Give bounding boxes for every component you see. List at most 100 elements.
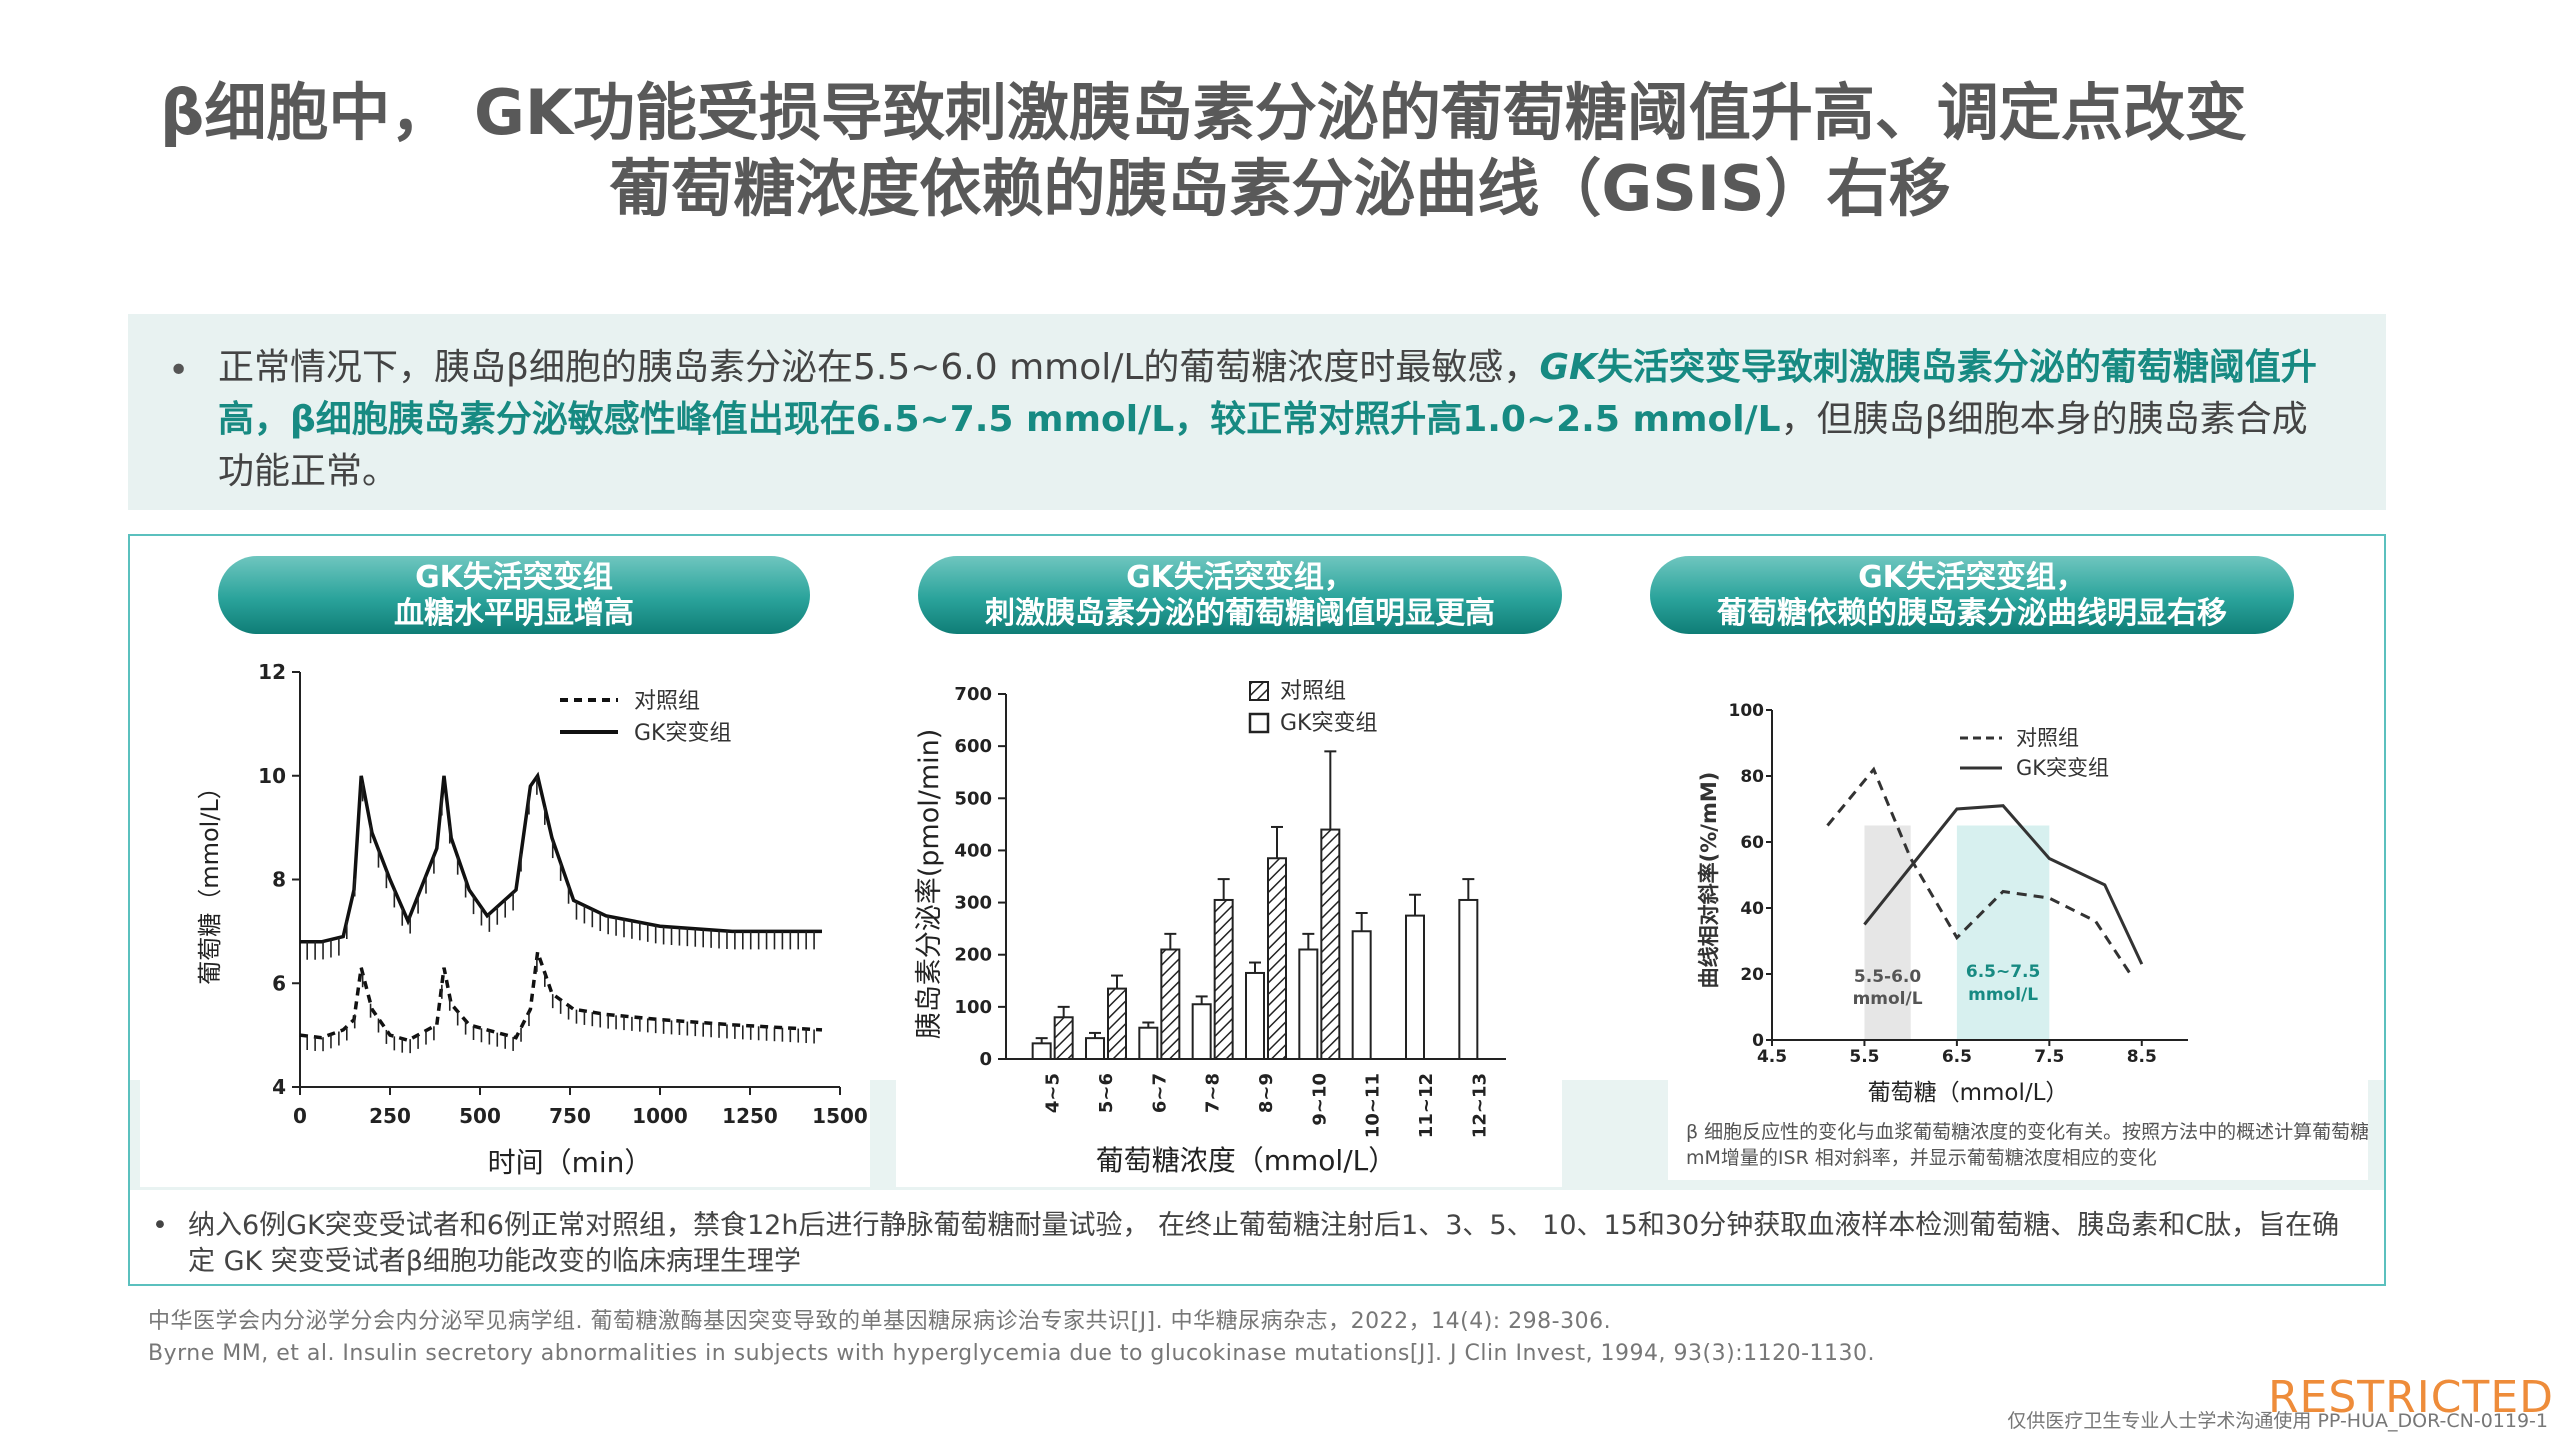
x-tick-label: 11~12 — [1416, 1073, 1437, 1138]
bar-control — [1107, 987, 1127, 1061]
x-tick-label: 500 — [459, 1104, 501, 1128]
y-tick-label: 20 — [1740, 965, 1764, 985]
y-tick-label: 12 — [258, 660, 286, 684]
summary-part3: ，但胰岛β细胞本身的胰岛素合成功能正常。 — [218, 399, 2308, 492]
x-tick-label: 10~11 — [1363, 1073, 1384, 1138]
x-tick-label: 250 — [369, 1104, 411, 1128]
pill-chart1-line2: 血糖水平明显增高 — [394, 596, 634, 631]
series-line-2 — [1863, 804, 2144, 965]
y-tick-label: 80 — [1740, 767, 1764, 787]
summary-highlight-italic: GK — [1539, 347, 1597, 388]
legend-hatched-swatch — [1249, 681, 1269, 701]
bar-gk — [1138, 1026, 1159, 1061]
y-tick-label: 4 — [272, 1075, 286, 1099]
method-note: • 纳入6例GK突变受试者和6例正常对照组，禁食12h后进行静脉葡萄糖耐量试验，… — [152, 1208, 2352, 1280]
y-axis-label: 胰岛素分泌率(pmol/min) — [914, 729, 945, 1040]
restricted-label: RESTRICTED — [2267, 1372, 2554, 1423]
y-tick-label: 10 — [258, 764, 286, 788]
y-tick-label: 40 — [1740, 899, 1764, 919]
note-text: 纳入6例GK突变受试者和6例正常对照组，禁食12h后进行静脉葡萄糖耐量试验， 在… — [188, 1210, 2340, 1277]
x-tick-label: 0 — [293, 1104, 307, 1128]
x-tick-label: 1500 — [812, 1104, 868, 1128]
legend-label-gk: GK突变组 — [2016, 756, 2109, 780]
summary-bullet: • — [168, 350, 190, 391]
caption-line-1: β 细胞反应性的变化与血浆葡萄糖浓度的变化有关。按照方法中的概述计算葡萄糖0.5 — [1686, 1121, 2368, 1143]
reference-1: 中华医学会内分泌学分会内分泌罕见病学组. 葡萄糖激酶基因突变导致的单基因糖尿病诊… — [148, 1309, 1612, 1334]
pill-chart1-line1: GK失活突变组 — [415, 560, 613, 595]
highlight-band-2 — [1956, 825, 2050, 1040]
y-tick-label: 0 — [1752, 1031, 1764, 1051]
y-tick-label: 8 — [272, 868, 286, 892]
pill-chart2: GK失活突变组， 刺激胰岛素分泌的葡萄糖阈值明显更高 — [918, 556, 1562, 634]
pill-chart2-line2: 刺激胰岛素分泌的葡萄糖阈值明显更高 — [985, 596, 1495, 631]
y-tick-label: 100 — [1729, 701, 1765, 721]
bar-gk — [1085, 1037, 1105, 1060]
pill-chart3-line1: GK失活突变组， — [1858, 560, 2086, 595]
series-line-1 — [299, 951, 823, 1043]
chart2-svg: 0 100 200 300 400 500 600 700 4~5 5~6 6~7 7~8 8~9 9~1… — [914, 679, 1506, 1177]
y-tick-label: 700 — [954, 684, 992, 705]
bar-control — [1213, 898, 1234, 1060]
y-tick-label: 6 — [272, 971, 286, 995]
x-tick-label: 9~10 — [1309, 1073, 1330, 1126]
chart1-svg: 4 6 8 10 12 0 250 500 750 1000 1250 1500 对照组 GK突变组时间（… — [196, 660, 868, 1179]
band2-label-unit: mmol/L — [1968, 985, 2038, 1005]
y-axis-label: 曲线相对斜率(%/mM) — [1697, 772, 1721, 989]
chart1-container: 4 6 8 10 12 0 250 500 750 1000 1250 1500 对照组 GK突变组时间（… — [140, 642, 870, 1187]
legend-label-control: 对照组 — [634, 689, 700, 714]
x-tick-label: 6~7 — [1149, 1073, 1170, 1113]
legend-label-gk: GK突变组 — [634, 721, 731, 746]
y-tick-label: 500 — [954, 788, 992, 809]
chart3-container: 0 20 40 60 80 100 4.5 5.5 6.5 7.5 8.5 5.5-6.0 mmol/L… — [1668, 680, 2399, 1180]
y-tick-label: 200 — [954, 945, 992, 966]
bar-gk — [1351, 930, 1372, 1060]
x-tick-label: 6.5 — [1942, 1047, 1972, 1067]
summary-highlight: 失活突变导致刺激胰岛素分泌的葡萄糖阈值升高，β细胞胰岛素分泌敏感性峰值出现在6.… — [218, 347, 2317, 440]
page-title-line1: β细胞中， GK功能受损导致刺激胰岛素分泌的葡萄糖阈值升高、调定点改变 — [160, 76, 2247, 149]
note-bullet: • — [152, 1210, 168, 1241]
y-tick-label: 400 — [954, 840, 992, 861]
highlight-band-1 — [1864, 825, 1911, 1040]
x-tick-label: 7~8 — [1203, 1073, 1224, 1113]
x-axis-label: 葡萄糖浓度（mmol/L） — [1096, 1144, 1397, 1177]
x-tick-label: 7.5 — [2034, 1047, 2064, 1067]
x-tick-label: 5~6 — [1096, 1073, 1117, 1113]
bar-gk — [1031, 1042, 1052, 1061]
bar-gk — [1191, 1003, 1212, 1060]
footer-code: 仅供医疗卫生专业人士学术沟通使用 PP-HUA_DOR-CN-0119-1 — [2007, 1410, 2548, 1432]
x-tick-label: 1000 — [632, 1104, 688, 1128]
chart2-container: 0 100 200 300 400 500 600 700 4~5 5~6 6~7 7~8 8~9 9~1… — [896, 664, 1562, 1187]
band1-label-unit: mmol/L — [1853, 989, 1923, 1009]
summary-text: 正常情况下，胰岛β细胞的胰岛素分泌在5.5~6.0 mmol/L的葡萄糖浓度时最… — [218, 342, 2326, 498]
legend-white-swatch — [1248, 712, 1270, 734]
x-tick-label: 1250 — [722, 1104, 778, 1128]
series-line-1 — [1826, 766, 2134, 979]
bar-control — [1320, 828, 1341, 1060]
legend-label-control: 对照组 — [2016, 726, 2079, 750]
bar-control — [1053, 1016, 1074, 1060]
reference-2: Byrne MM, et al. Insulin secretory abnor… — [148, 1341, 1876, 1366]
bar-control — [1160, 948, 1181, 1060]
y-tick-label: 100 — [954, 997, 992, 1018]
pill-chart2-line1: GK失活突变组， — [1126, 560, 1354, 595]
x-axis-label: 时间（min） — [488, 1146, 653, 1179]
y-tick-label: 600 — [954, 736, 992, 757]
bar-gk — [1245, 971, 1265, 1061]
x-tick-label: 8.5 — [2127, 1047, 2157, 1067]
legend-label-control: 对照组 — [1280, 679, 1346, 704]
x-axis-label: 葡萄糖（mmol/L） — [1868, 1080, 2069, 1106]
page-title-line2: 葡萄糖浓度依赖的胰岛素分泌曲线（GSIS）右移 — [609, 152, 1951, 225]
pill-chart3: GK失活突变组， 葡萄糖依赖的胰岛素分泌曲线明显右移 — [1650, 556, 2294, 634]
pill-chart1: GK失活突变组 血糖水平明显增高 — [218, 556, 810, 634]
band1-label-value: 5.5-6.0 — [1854, 967, 1921, 987]
x-tick-label: 4.5 — [1757, 1047, 1787, 1067]
y-tick-label: 0 — [979, 1049, 992, 1070]
y-tick-label: 300 — [954, 893, 992, 914]
x-tick-label: 4~5 — [1043, 1073, 1064, 1113]
x-tick-label: 750 — [549, 1104, 591, 1128]
bar-gk — [1405, 914, 1425, 1060]
summary-part1: 正常情况下，胰岛β细胞的胰岛素分泌在5.5~6.0 mmol/L的葡萄糖浓度时最… — [218, 347, 1540, 388]
y-tick-label: 60 — [1740, 833, 1764, 853]
bar-gk — [1298, 948, 1319, 1060]
